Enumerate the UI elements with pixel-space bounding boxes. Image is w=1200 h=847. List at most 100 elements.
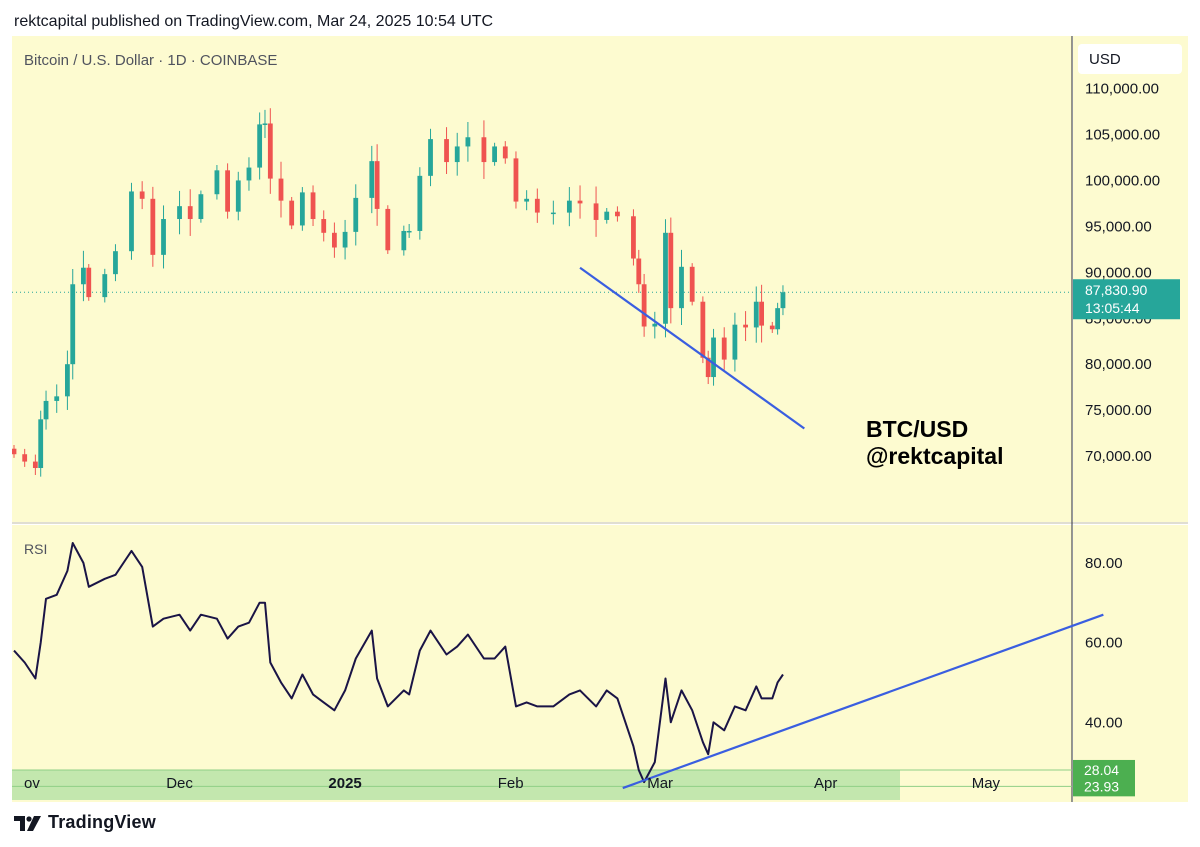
candle-body — [342, 231, 348, 248]
candle-body — [502, 146, 508, 159]
candle-body — [444, 139, 449, 163]
candle-body — [310, 192, 316, 220]
candle-body — [753, 301, 759, 328]
candle-body — [679, 266, 684, 309]
rsi-tick-label: 60.00 — [1085, 635, 1123, 652]
candle-body — [615, 211, 620, 217]
watermark-author: @rektcapital — [866, 443, 1003, 469]
candle-body — [428, 139, 433, 176]
rsi-level-value: 28.04 — [1084, 762, 1119, 778]
candle-body — [775, 308, 781, 330]
candle-body — [150, 198, 156, 255]
candle-body — [81, 267, 86, 285]
time-tick-label: Mar — [647, 775, 673, 792]
candle-body — [711, 337, 716, 378]
candle-body — [299, 192, 305, 226]
symbol-title: Bitcoin / U.S. Dollar · 1D · COINBASE — [24, 52, 277, 69]
candle-body — [262, 123, 268, 125]
candle-body — [289, 200, 295, 226]
candle-body — [12, 448, 17, 455]
candle-body — [401, 230, 407, 251]
candle-body — [465, 137, 471, 147]
candle-body — [187, 206, 193, 220]
candle-body — [267, 123, 273, 179]
rsi-level-tag — [1073, 776, 1135, 797]
candle-body — [129, 191, 134, 252]
time-tick-label: Dec — [166, 775, 193, 792]
btc-usd-chart: 110,000.00 105,000.00 100,000.00 95,000.00 9… — [12, 36, 1188, 802]
candle-body — [177, 206, 182, 220]
candle-body — [43, 400, 49, 420]
time-tick-label: 2025 — [328, 775, 361, 792]
candle-body — [566, 200, 572, 213]
candle-body — [278, 178, 284, 201]
candle-body — [54, 396, 60, 401]
rsi-axis-background — [1073, 525, 1188, 802]
candle-body — [721, 337, 727, 360]
rsi-trendline[interactable] — [622, 613, 1104, 790]
candle-body — [353, 197, 359, 232]
candle-body — [636, 258, 642, 285]
rsi-pane-background — [12, 525, 1072, 802]
price-tick-label: 105,000.00 — [1085, 127, 1160, 144]
candle-body — [668, 232, 674, 309]
price-axis-background — [1073, 36, 1188, 522]
candle-body — [246, 167, 252, 181]
candle-body — [700, 301, 706, 358]
candle-body — [139, 191, 145, 199]
candle-body — [406, 230, 412, 233]
candle-body — [524, 198, 530, 202]
price-tick-label: 70,000.00 — [1085, 448, 1152, 465]
watermark-pair: BTC/USD — [866, 416, 968, 442]
rsi-tick-label: 80.00 — [1085, 555, 1123, 572]
candle-body — [641, 284, 647, 327]
candle-body — [332, 232, 337, 248]
publish-header: rektcapital published on TradingView.com… — [14, 13, 494, 30]
tradingview-logo-icon — [14, 815, 41, 831]
candle-body — [22, 454, 28, 462]
price-tick-label: 95,000.00 — [1085, 218, 1152, 235]
rsi-tick-label: 40.00 — [1085, 714, 1123, 731]
candle-body — [417, 175, 423, 231]
candle-body — [102, 274, 108, 298]
candle-body — [454, 146, 460, 163]
candle-body — [32, 461, 38, 469]
currency-label: USD — [1089, 51, 1121, 68]
candle-body — [604, 211, 610, 220]
candle-body — [550, 212, 556, 215]
candle-body — [161, 219, 166, 255]
time-tick-label: Apr — [814, 775, 837, 792]
candle-body — [513, 158, 519, 202]
time-tick-label: ov — [24, 775, 40, 792]
rsi-label: RSI — [24, 541, 47, 557]
candle-body — [577, 200, 583, 204]
last-price-value: 87,830.90 — [1085, 282, 1147, 298]
footer: TradingView — [14, 812, 156, 833]
rsi-line — [13, 542, 784, 784]
candle-body — [198, 194, 204, 220]
candle-body — [385, 208, 391, 251]
currency-button[interactable] — [1078, 44, 1182, 74]
price-pane-background — [12, 36, 1072, 522]
price-tick-label: 75,000.00 — [1085, 402, 1152, 419]
candle-body — [769, 325, 775, 330]
price-tick-label: 80,000.00 — [1085, 356, 1152, 373]
time-tick-label: May — [972, 775, 1001, 792]
candle-body — [225, 170, 230, 212]
time-tick-label: Feb — [498, 775, 524, 792]
candle-body — [38, 419, 44, 469]
candle-body — [652, 323, 658, 327]
price-trendline[interactable] — [579, 266, 805, 430]
candle-body — [214, 170, 220, 195]
candle-body — [113, 251, 118, 275]
price-tick-label: 100,000.00 — [1085, 172, 1160, 189]
price-tick-label: 110,000.00 — [1085, 81, 1159, 98]
candle-body — [492, 146, 497, 163]
candle-body — [705, 357, 711, 378]
candle-body — [743, 324, 748, 328]
candle-body — [663, 232, 668, 324]
candle-body — [70, 284, 76, 365]
candle-body — [759, 301, 764, 326]
rsi-level-tag — [1073, 759, 1135, 780]
footer-brand: TradingView — [48, 812, 156, 832]
